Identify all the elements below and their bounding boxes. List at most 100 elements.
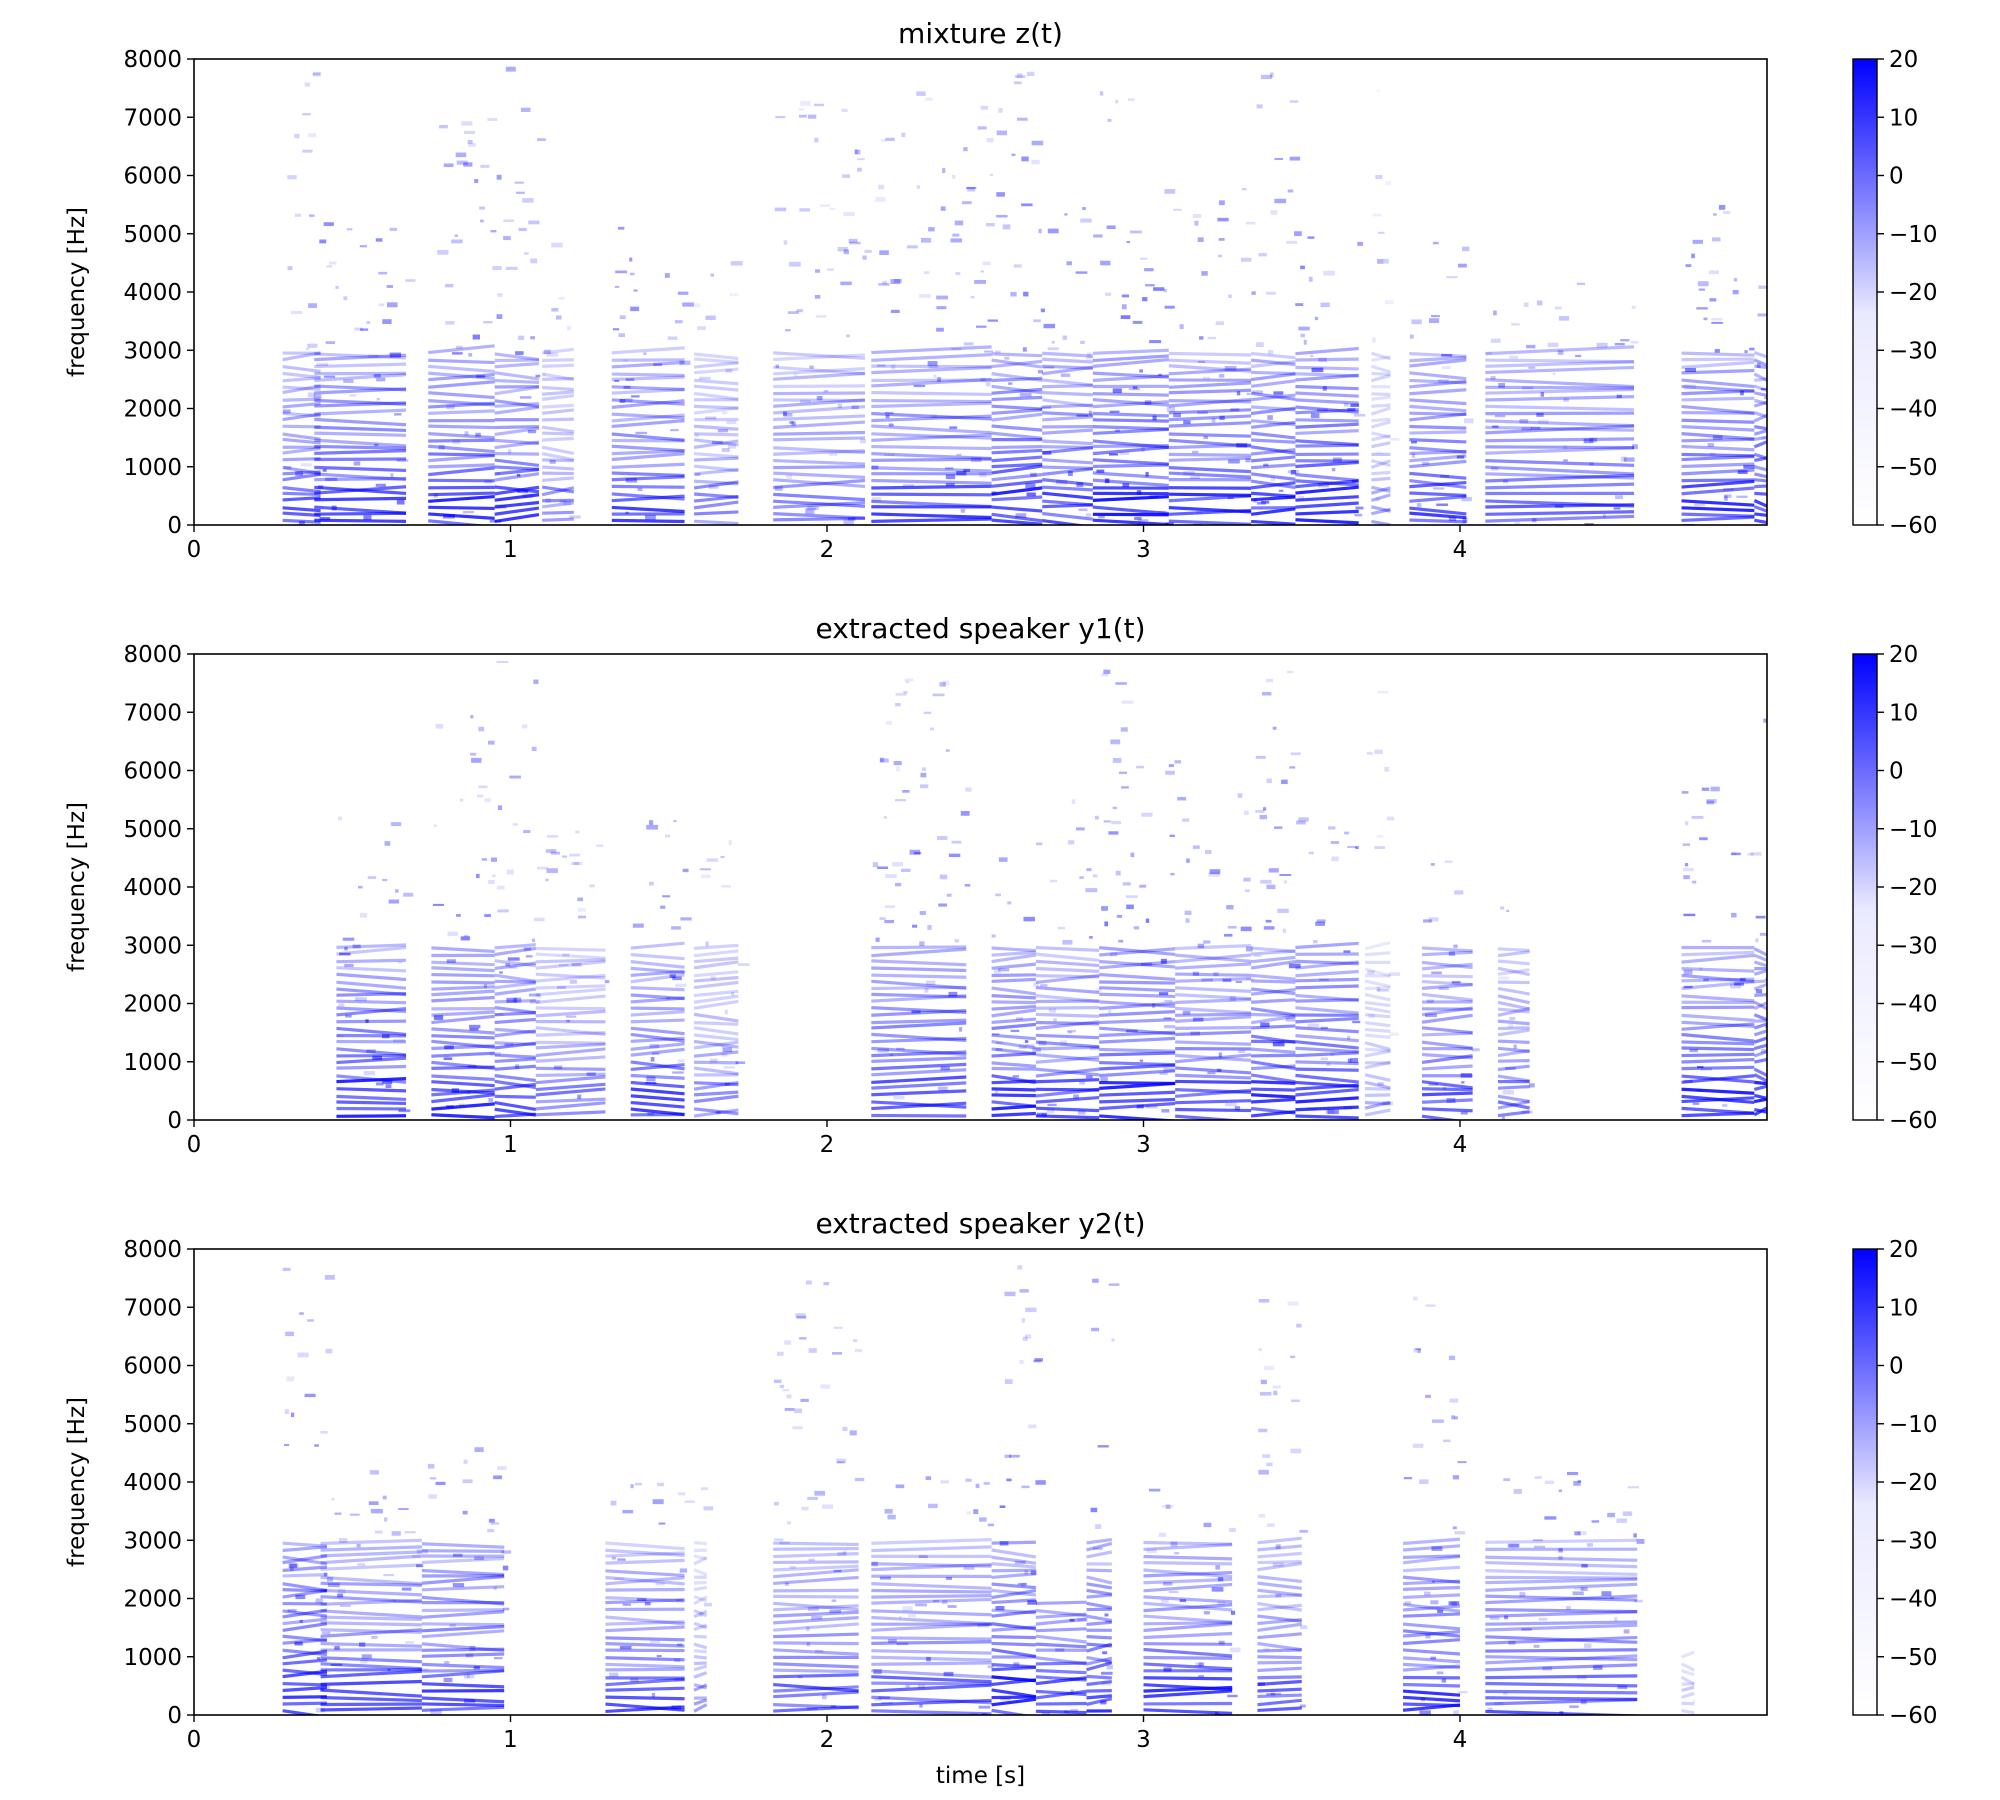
x-tick-label: 2: [820, 1727, 835, 1753]
noise-patch: [1730, 852, 1741, 856]
noise-patch: [1460, 1111, 1468, 1115]
harmonic-stripe: [1370, 493, 1391, 502]
harmonic-stripe: [1175, 1114, 1248, 1120]
harmonic-stripe: [1086, 1588, 1113, 1596]
harmonic-stripe: [1295, 485, 1359, 495]
noise-patch: [411, 1555, 421, 1559]
noise-patch: [546, 352, 559, 357]
harmonic-stripe: [1485, 360, 1635, 368]
harmonic-stripe: [1409, 471, 1467, 480]
noise-patch: [1355, 506, 1364, 510]
noise-patch: [1416, 503, 1422, 508]
noise-patch: [1007, 901, 1012, 905]
harmonic-stripe: [1485, 424, 1635, 435]
noise-patch: [916, 185, 921, 189]
noise-patch: [724, 1009, 728, 1015]
harmonic-stripe: [1402, 1554, 1461, 1565]
harmonic-stripe: [1035, 1033, 1100, 1040]
harmonic-stripe: [1681, 499, 1755, 507]
noise-patch: [1125, 1029, 1138, 1033]
harmonic-stripe: [541, 347, 574, 355]
noise-patch: [371, 1635, 378, 1639]
colorbar-gradient: [1852, 58, 1878, 526]
harmonic-stripe: [1364, 1041, 1391, 1051]
harmonic-stripe: [1092, 392, 1169, 397]
harmonic-stripe: [773, 512, 866, 520]
harmonic-stripe: [494, 467, 540, 476]
noise-patch: [1376, 258, 1389, 264]
noise-patch: [496, 660, 509, 664]
harmonic-stripe: [1143, 1662, 1233, 1671]
noise-patch: [558, 964, 569, 967]
harmonic-stripe: [1753, 372, 1767, 382]
noise-patch: [1159, 1072, 1168, 1075]
noise-patch: [945, 749, 950, 752]
noise-patch: [1737, 470, 1748, 474]
harmonic-stripe: [1497, 1007, 1530, 1017]
harmonic-stripe: [282, 424, 321, 429]
noise-patch: [1311, 367, 1324, 373]
harmonic-stripe: [282, 1573, 327, 1578]
harmonic-stripe: [320, 1563, 422, 1571]
noise-patch: [1432, 1419, 1444, 1423]
noise-patch: [1320, 1057, 1328, 1061]
harmonic-stripe: [1295, 501, 1359, 509]
noise-patch: [1722, 1103, 1728, 1107]
harmonic-stripe: [1370, 406, 1391, 416]
noise-patch: [543, 349, 551, 355]
noise-patch: [1295, 303, 1304, 307]
speech-segment: [1168, 188, 1256, 525]
noise-patch: [809, 365, 814, 369]
noise-patch: [919, 294, 932, 298]
harmonic-stripe: [1250, 1047, 1296, 1054]
harmonic-stripe: [1175, 1073, 1252, 1080]
noise-patch: [496, 314, 503, 319]
noise-patch: [1691, 815, 1704, 819]
harmonic-stripe: [1092, 418, 1169, 423]
harmonic-stripe: [1042, 351, 1093, 358]
noise-patch: [655, 1582, 665, 1586]
colorbar-gradient: [1852, 1248, 1878, 1716]
harmonic-stripe: [1250, 472, 1296, 481]
noise-patch: [1021, 1318, 1025, 1323]
harmonic-stripe: [693, 1026, 739, 1036]
noise-patch: [462, 1479, 473, 1484]
noise-patch: [666, 997, 671, 1000]
harmonic-stripe: [630, 1087, 685, 1096]
harmonic-stripe: [1257, 1601, 1302, 1612]
noise-patch: [1068, 470, 1073, 476]
harmonic-stripe: [1175, 997, 1252, 1005]
harmonic-stripe: [431, 1014, 495, 1025]
noise-patch: [304, 82, 311, 87]
harmonic-stripe: [773, 1648, 859, 1656]
noise-patch: [1714, 349, 1720, 353]
harmonic-stripe: [1250, 419, 1296, 427]
noise-patch: [842, 174, 851, 178]
speech-segment: [871, 91, 999, 523]
noise-patch: [1268, 868, 1279, 873]
harmonic-stripe: [991, 1662, 1036, 1669]
harmonic-stripe: [991, 462, 1043, 469]
noise-patch: [1713, 213, 1717, 216]
harmonic-stripe: [428, 512, 495, 520]
harmonic-stripe: [991, 408, 1043, 415]
harmonic-stripe: [693, 1703, 708, 1713]
noise-patch: [546, 868, 558, 873]
harmonic-stripe: [1402, 1544, 1461, 1552]
noise-patch: [1420, 1697, 1426, 1702]
noise-patch: [286, 1376, 295, 1382]
noise-patch: [308, 303, 318, 308]
noise-patch: [992, 1033, 1000, 1036]
noise-patch: [873, 1669, 882, 1675]
noise-patch: [1457, 1691, 1468, 1694]
harmonic-stripe: [336, 958, 407, 964]
harmonic-stripe: [1421, 982, 1473, 990]
noise-patch: [1266, 291, 1276, 295]
noise-patch: [805, 508, 817, 511]
noise-patch: [437, 249, 449, 255]
harmonic-stripe: [693, 1541, 707, 1546]
harmonic-stripe: [282, 1622, 328, 1633]
harmonic-stripe: [1035, 1020, 1100, 1026]
harmonic-stripe: [1257, 1581, 1302, 1590]
